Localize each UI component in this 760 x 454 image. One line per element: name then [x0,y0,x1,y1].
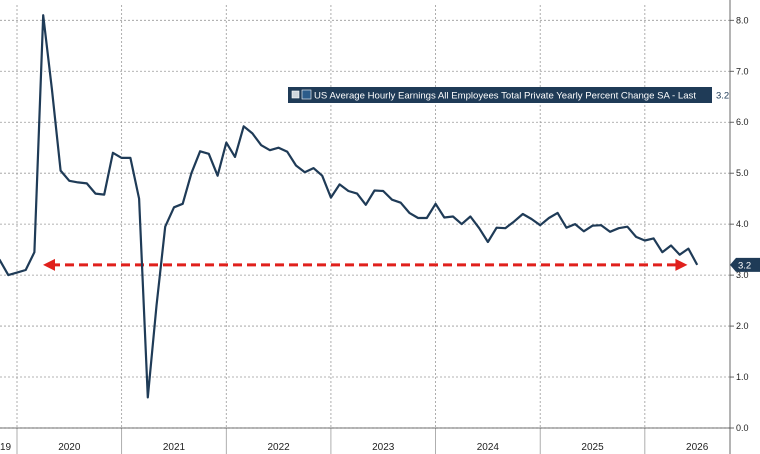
x-tick-label: 2021 [163,442,186,453]
y-tick-label: 4.0 [736,219,749,229]
x-tick-label: 19 [0,442,12,453]
series-layer [0,14,699,399]
x-tick-label: 2025 [581,442,604,453]
x-tick-label: 2026 [686,442,709,453]
y-tick-label: 2.0 [736,321,749,331]
y-tick-label: 5.0 [736,168,749,178]
y-tick-label: 6.0 [736,117,749,127]
legend-swatch [301,89,312,100]
reference-arrow-right [675,258,688,271]
legend-box [288,87,712,103]
x-tick-label: 2023 [372,442,395,453]
reference-line [43,258,688,271]
x-tick-label: 2020 [58,442,81,453]
y-tick-label: 0.0 [736,423,749,433]
grid-lines [0,5,730,429]
y-tick-label: 1.0 [736,372,749,382]
last-value-badge-box [730,257,760,272]
y-tick-label: 7.0 [736,66,749,76]
legend[interactable]: US Average Hourly Earnings All Employees… [288,87,729,103]
legend-last-value: 3.2 [716,91,729,102]
y-tick-label: 3.0 [736,270,749,280]
last-value-badge-label: 3.2 [738,260,751,271]
x-tick-label: 2024 [477,442,500,453]
x-tick-label: 2022 [267,442,290,453]
legend-checkbox[interactable] [291,90,300,99]
series-line-0 [0,14,699,399]
reference-arrow-left [43,258,55,271]
last-value-badge: 3.2 [730,257,760,272]
y-tick-label: 8.0 [736,15,749,25]
x-axis: 19 2020 2021 2022 2023 2024 2025 2026 [0,427,730,454]
y-axis: 8.0 7.0 6.0 5.0 4.0 3.0 2.0 1.0 0.0 [729,0,749,454]
legend-series-name: US Average Hourly Earnings All Employees… [314,91,696,102]
